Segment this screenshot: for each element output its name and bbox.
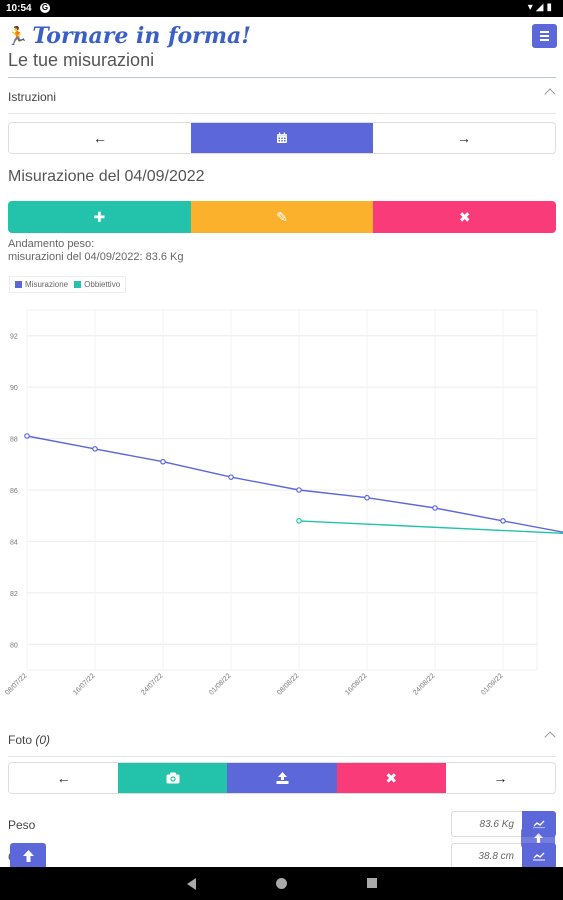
photo-navigation: ← ✖ → [8, 762, 556, 794]
measurement-actions: ✚ ✎ ✖ [8, 201, 556, 233]
back-icon[interactable] [187, 878, 196, 890]
close-icon: ✖ [385, 769, 398, 786]
system-status-icons: ▾◢▮ [527, 2, 555, 13]
chevron-up-icon [544, 88, 556, 100]
data-point-misurazione [432, 505, 438, 511]
previous-date-button[interactable]: ← [9, 123, 191, 153]
add-measurement-button[interactable]: ✚ [8, 201, 191, 233]
y-tick-label: 92 [10, 334, 18, 341]
data-point-misurazione [24, 433, 30, 439]
scroll-top-button-right[interactable] [521, 828, 555, 848]
line-chart-icon [533, 852, 545, 861]
arrow-right-icon: → [493, 770, 508, 786]
instructions-toggle[interactable]: Istruzioni [8, 88, 556, 104]
delete-photo-button[interactable]: ✖ [336, 763, 446, 793]
title-divider [8, 77, 556, 78]
arrow-left-icon: ← [93, 130, 107, 146]
x-tick-label: 01/09/22 [480, 672, 504, 696]
x-tick-label: 01/08/22 [208, 672, 232, 696]
take-photo-button[interactable] [118, 763, 228, 793]
notification-icon: G [40, 3, 50, 13]
y-tick-label: 82 [10, 591, 18, 598]
previous-photo-button[interactable]: ← [9, 763, 119, 793]
edit-measurement-button[interactable]: ✎ [190, 201, 374, 233]
next-photo-button[interactable]: → [445, 763, 555, 793]
caption-line-1: Andamento peso: [8, 238, 95, 250]
system-navigation-bar [0, 867, 563, 900]
divider [8, 756, 556, 757]
x-tick-label: 24/07/22 [140, 672, 164, 696]
caption-line-2: misurazioni del 04/09/2022: 83.6 Kg [8, 251, 184, 263]
chart-legend: Misurazione Obbiettivo [9, 276, 127, 293]
calendar-icon [277, 132, 287, 143]
date-navigation: ← → [8, 122, 556, 154]
delete-measurement-button[interactable]: ✖ [373, 201, 556, 233]
peso-value: 83.6 Kg [451, 811, 523, 837]
runner-icon: 🏃 [6, 25, 29, 47]
data-point-obbiettivo [296, 518, 302, 524]
x-tick-label: 16/08/22 [344, 672, 368, 696]
hamburger-menu-button[interactable] [532, 24, 557, 48]
data-point-misurazione [500, 518, 506, 524]
camera-icon [166, 772, 180, 784]
data-point-misurazione [296, 487, 302, 493]
data-point-misurazione [364, 494, 370, 501]
instructions-label: Istruzioni [8, 90, 57, 104]
photos-toggle[interactable]: Foto (0) [8, 731, 556, 747]
arrow-up-icon [22, 850, 34, 862]
y-tick-label: 90 [10, 385, 18, 392]
edit-icon: ✎ [276, 208, 288, 225]
app-title: Tornare in forma! [32, 23, 251, 49]
page-title: Le tue misurazioni [8, 50, 155, 70]
divider [8, 113, 556, 114]
x-tick-label: 24/08/22 [412, 672, 436, 696]
clock: 10:54 [6, 3, 32, 14]
y-tick-label: 84 [10, 539, 18, 546]
next-date-button[interactable]: → [373, 123, 555, 153]
photos-label: Foto [8, 733, 33, 747]
y-tick-label: 86 [10, 488, 18, 495]
data-point-misurazione [228, 474, 234, 480]
y-tick-label: 80 [10, 642, 18, 649]
row-label-peso: Peso [8, 818, 36, 832]
series-line-obbiettivo [298, 520, 563, 535]
scroll-top-button[interactable] [10, 843, 46, 869]
y-tick-label: 88 [10, 437, 18, 444]
photos-count: (0) [35, 733, 51, 747]
app-header: 🏃 Tornare in forma! [0, 17, 563, 55]
upload-photo-button[interactable] [227, 763, 337, 793]
home-icon[interactable] [276, 878, 287, 889]
measurement-title: Misurazione del 04/09/2022 [8, 168, 205, 185]
arrow-right-icon: → [457, 130, 471, 146]
status-bar: 10:54 G ▾◢▮ [0, 0, 563, 17]
data-point-misurazione [92, 446, 98, 452]
x-tick-label: 08/08/22 [276, 672, 300, 696]
upload-icon [276, 772, 288, 784]
legend-item-misurazione[interactable]: Misurazione [15, 280, 68, 289]
recent-apps-icon[interactable] [367, 878, 377, 888]
weight-chart: 80 82 84 86 88 90 92 08/07/22 16/07/22 24/07/22 01… [4, 309, 563, 697]
plus-icon: ✚ [93, 208, 106, 225]
chevron-up-icon [544, 731, 556, 743]
arrow-up-icon [533, 833, 543, 843]
second-value: 38.8 cm [451, 843, 523, 869]
chart-caption: Andamento peso: misurazioni del 04/09/20… [8, 238, 184, 264]
x-tick-label: 16/07/22 [72, 672, 96, 696]
arrow-left-icon: ← [56, 770, 71, 786]
close-icon: ✖ [458, 208, 471, 225]
legend-item-obbiettivo[interactable]: Obbiettivo [74, 280, 120, 289]
calendar-button[interactable] [191, 123, 373, 153]
app-logo[interactable]: 🏃 Tornare in forma! [6, 23, 251, 49]
series-line-misurazione [26, 435, 563, 533]
data-point-misurazione [160, 458, 166, 465]
x-tick-label: 08/07/22 [4, 672, 28, 696]
